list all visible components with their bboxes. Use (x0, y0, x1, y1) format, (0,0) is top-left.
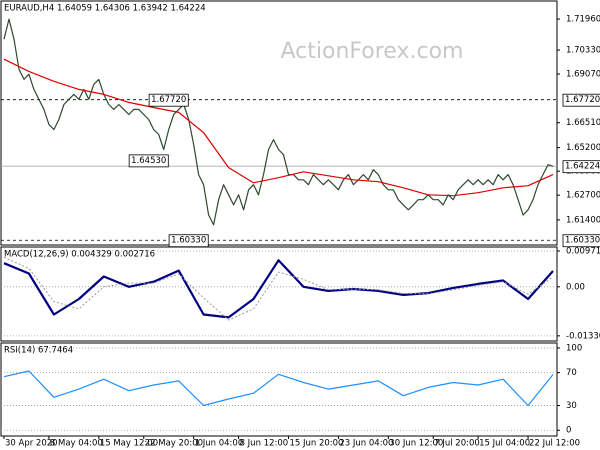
y-tick-label: 1.69070 (566, 70, 600, 80)
level-label-box (562, 234, 600, 248)
y-tick-label: 70 (566, 368, 577, 378)
y-tick-label: 0.009713 (566, 247, 600, 257)
x-tick-label: 7 Jul 20:00 (434, 439, 480, 449)
annotation: 1.60330 (171, 236, 206, 246)
y-tick-label: 0.00 (566, 282, 585, 292)
series-line (3, 58, 554, 197)
x-tick-label: 15 May 12:00 (100, 439, 158, 449)
panel-title: MACD(12,26,9) 0.004329 0.002716 (4, 250, 155, 260)
y-tick-label: 1.70330 (566, 46, 600, 56)
annotation: 1.64530 (131, 156, 166, 166)
annotation: 1.67720 (151, 95, 186, 105)
level-label: 1.60330 (565, 236, 600, 246)
series-line (3, 259, 554, 319)
level-label: 1.64224 (565, 162, 600, 172)
panel-frame (0, 0, 558, 246)
panel-title: RSI(14) 67.7464 (4, 346, 73, 356)
panel-frame (0, 246, 558, 342)
x-tick-label: 30 Apr 2020 (5, 439, 58, 449)
x-tick-label: 22 Jul 12:00 (529, 439, 580, 449)
series-line (3, 18, 554, 226)
y-tick-label: 100 (566, 343, 582, 353)
series-line (3, 256, 554, 321)
y-tick-label: -0.013302 (566, 331, 600, 341)
x-tick-label: 1 Jun 04:00 (195, 439, 244, 449)
annotation-box (148, 93, 189, 107)
y-tick-label: 1.66510 (566, 118, 600, 128)
y-tick-label: 1.62700 (566, 191, 600, 201)
x-tick-label: 22 May 20:00 (145, 439, 203, 449)
x-tick-label: 8 Jun 12:00 (240, 439, 289, 449)
panel-frame (0, 342, 558, 437)
x-tick-label: 15 Jul 04:00 (479, 439, 530, 449)
y-tick-label: 30 (566, 401, 577, 411)
x-tick-label: 8 May 04:00 (50, 439, 103, 449)
x-tick-label: 23 Jun 04:00 (339, 439, 393, 449)
level-label-box (562, 93, 600, 107)
annotation-box (128, 154, 169, 168)
watermark: ActionForex.com (281, 39, 464, 64)
y-tick-label: 0 (566, 426, 571, 436)
y-tick-label: 1.71960 (566, 15, 600, 25)
x-tick-label: 30 Jun 12:00 (389, 439, 443, 449)
level-label-box (562, 160, 600, 174)
y-tick-label: 1.61400 (566, 215, 600, 225)
x-tick-label: 15 Jun 20:00 (289, 439, 343, 449)
panel-title: EURAUD,H4 1.64059 1.64306 1.63942 1.6422… (4, 4, 206, 14)
series-line (3, 370, 554, 407)
y-tick-label: 1.65200 (566, 143, 600, 153)
level-label: 1.67720 (565, 95, 600, 105)
